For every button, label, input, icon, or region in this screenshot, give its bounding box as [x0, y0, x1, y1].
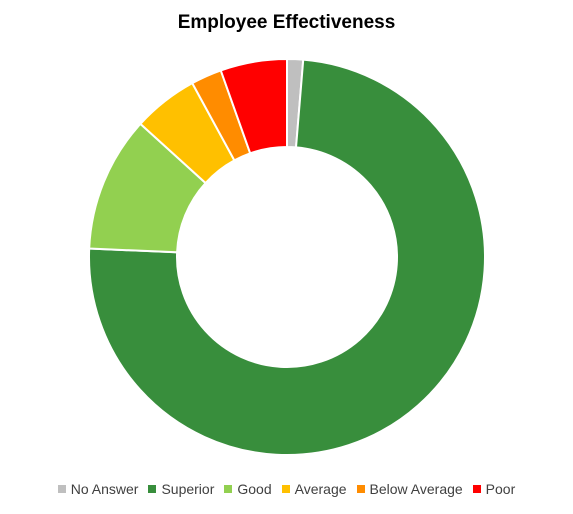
- legend-swatch-superior: [148, 485, 157, 493]
- chart-legend: No Answer Superior Good Average Below Averag…: [0, 481, 573, 497]
- legend-label-superior: Superior: [161, 481, 215, 497]
- legend-label-average: Average: [294, 481, 347, 497]
- legend-item-superior: Superior: [148, 481, 214, 497]
- legend-label-good: Good: [237, 481, 272, 497]
- legend-swatch-poor: [472, 485, 481, 493]
- legend-label-below-average: Below Average: [369, 481, 463, 497]
- legend-item-no-answer: No Answer: [57, 481, 139, 497]
- legend-swatch-no-answer: [57, 485, 66, 493]
- donut-slice-poor: [219, 57, 288, 155]
- legend-item-below-average: Below Average: [356, 481, 463, 497]
- legend-item-poor: Poor: [472, 481, 516, 497]
- legend-label-no-answer: No Answer: [70, 481, 139, 497]
- donut-slice-superior: [88, 58, 486, 456]
- donut-chart: [88, 57, 486, 456]
- legend-swatch-good: [224, 485, 233, 493]
- legend-label-poor: Poor: [485, 481, 516, 497]
- legend-item-good: Good: [224, 481, 272, 497]
- chart-title: Employee Effectiveness: [177, 12, 396, 33]
- legend-swatch-average: [281, 485, 290, 493]
- legend-swatch-below-average: [356, 485, 365, 493]
- legend-item-average: Average: [281, 481, 347, 497]
